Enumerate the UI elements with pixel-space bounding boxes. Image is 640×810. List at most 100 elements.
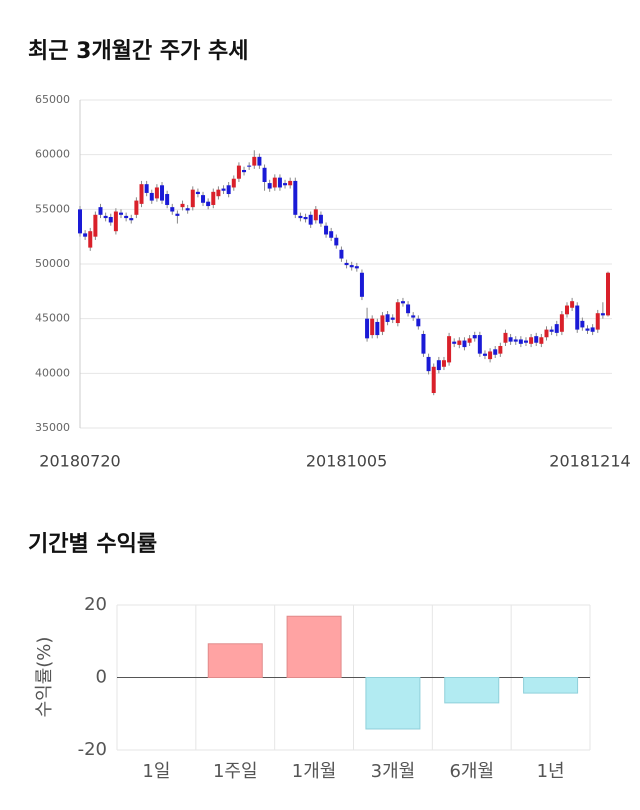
candle-body	[257, 156, 262, 166]
bar	[286, 615, 342, 678]
candle-body	[570, 301, 575, 308]
candle-body	[288, 180, 293, 186]
bar	[365, 677, 421, 730]
x-tick-label: 1년	[537, 761, 565, 782]
candle-body	[436, 360, 441, 371]
candle-body	[180, 203, 185, 208]
y-axis-label: 수익률(%)	[34, 637, 55, 718]
candle-body	[298, 215, 303, 219]
candle-body	[493, 349, 498, 355]
candle-body	[201, 195, 206, 203]
candle-body	[380, 315, 385, 332]
candle-body	[175, 213, 180, 216]
candle-body	[308, 214, 313, 225]
candle-body	[247, 165, 252, 167]
candle-body	[472, 335, 477, 339]
candle-body	[575, 305, 580, 330]
y-tick-label: -20	[78, 739, 107, 760]
candle-body	[267, 183, 272, 189]
candle-body	[549, 329, 554, 332]
candle-body	[154, 187, 159, 199]
candle-body	[585, 328, 590, 331]
candle-body	[185, 208, 190, 211]
candle-body	[421, 333, 426, 354]
candle-body	[221, 188, 226, 191]
candle-body	[313, 209, 318, 221]
candle-body	[124, 215, 129, 219]
candle-body	[529, 337, 534, 344]
candle-body	[242, 169, 247, 173]
candle-body	[477, 335, 482, 354]
candle-body	[144, 184, 149, 193]
x-tick-label: 1주일	[213, 761, 258, 782]
candle-body	[134, 200, 139, 215]
candle-body	[554, 324, 559, 333]
candle-body	[349, 265, 354, 268]
x-tick-label: 20181005	[306, 452, 387, 471]
candle-body	[139, 184, 144, 204]
candle-body	[416, 318, 421, 327]
candle-body	[206, 201, 211, 207]
candle-body	[385, 314, 390, 322]
candle-body	[236, 165, 241, 179]
candle-body	[83, 233, 88, 237]
candle-body	[93, 214, 98, 237]
candle-body	[595, 313, 600, 330]
candle-body	[216, 189, 221, 197]
candle-body	[498, 346, 503, 354]
candle-body	[226, 185, 231, 195]
candle-body	[441, 360, 446, 367]
candle-body	[452, 341, 457, 344]
candle-body	[503, 332, 508, 343]
candle-body	[303, 216, 308, 220]
candle-body	[78, 209, 82, 234]
y-tick-label: 50000	[35, 257, 70, 270]
candle-body	[252, 156, 257, 166]
candle-body	[149, 192, 154, 201]
x-tick-label: 6개월	[449, 761, 494, 782]
y-tick-label: 65000	[35, 93, 70, 106]
candle-body	[283, 183, 288, 186]
y-tick-label: 0	[96, 667, 107, 688]
candle-body	[508, 337, 513, 342]
candle-body	[334, 237, 339, 246]
candle-body	[590, 327, 595, 332]
candle-body	[190, 189, 195, 208]
candle-body	[195, 191, 200, 195]
candle-body	[324, 225, 329, 235]
candle-body	[98, 207, 103, 215]
candle-body	[580, 320, 585, 328]
candle-body	[600, 313, 605, 316]
candle-body	[411, 315, 416, 318]
candle-body	[395, 302, 400, 324]
x-tick-label: 20181214	[549, 452, 630, 471]
y-tick-label: 40000	[35, 366, 70, 379]
candle-body	[344, 262, 349, 266]
candle-body	[354, 266, 359, 269]
candle-body	[564, 305, 569, 315]
candle-body	[165, 194, 170, 205]
candle-body	[431, 366, 436, 394]
candle-body	[339, 249, 344, 259]
bar	[444, 677, 500, 704]
candle-body	[390, 317, 395, 320]
candle-body	[170, 207, 175, 212]
x-tick-label: 3개월	[371, 761, 416, 782]
candle-body	[457, 340, 462, 345]
y-tick-label: 45000	[35, 312, 70, 325]
candle-body	[211, 191, 216, 205]
y-tick-label: 20	[84, 594, 107, 615]
candle-body	[370, 318, 375, 336]
candle-body	[544, 329, 549, 338]
candle-body	[406, 304, 411, 314]
x-tick-label: 1일	[142, 761, 170, 782]
x-tick-label: 1개월	[292, 761, 337, 782]
candle-body	[272, 177, 277, 188]
candle-body	[160, 185, 165, 201]
bar	[207, 643, 263, 678]
candle-body	[482, 353, 487, 356]
candle-body	[523, 340, 528, 343]
candle-body	[400, 301, 405, 304]
